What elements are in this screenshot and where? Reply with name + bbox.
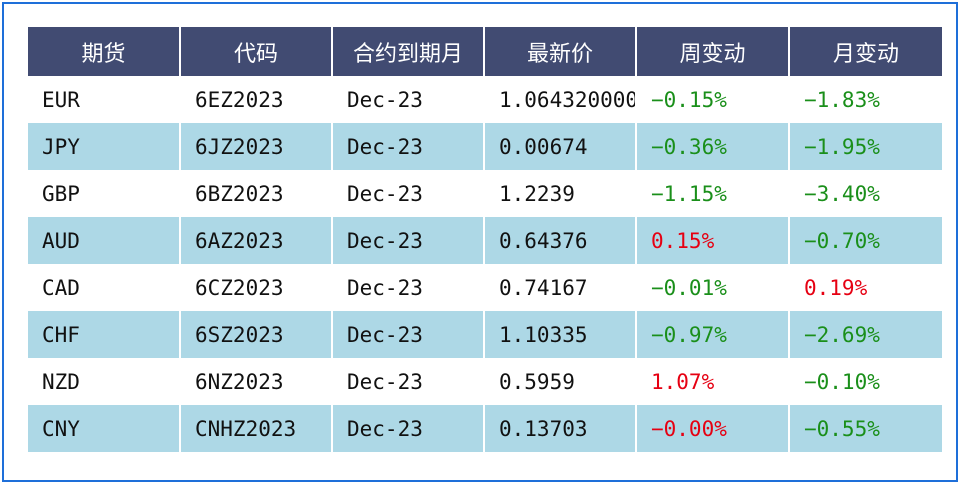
cell-price: 1.2239 [484, 170, 637, 217]
cell-expiry: Dec-23 [332, 405, 485, 452]
cell-week-change: −0.15% [636, 76, 790, 123]
cell-code: 6EZ2023 [180, 76, 333, 123]
header-month-change: 月变动 [789, 27, 942, 76]
header-week-change: 周变动 [636, 27, 790, 76]
cell-code: 6JZ2023 [180, 123, 333, 170]
cell-month-change: −0.10% [789, 358, 942, 405]
cell-week-change: 0.15% [636, 217, 790, 264]
table-row: CAD 6CZ2023 Dec-23 0.74167 −0.01% 0.19% [28, 264, 942, 311]
cell-month-change: 0.19% [789, 264, 942, 311]
table-row: JPY 6JZ2023 Dec-23 0.00674 −0.36% −1.95% [28, 123, 942, 170]
cell-month-change: −0.55% [789, 405, 942, 452]
cell-expiry: Dec-23 [332, 123, 485, 170]
cell-week-change: −0.00% [636, 405, 790, 452]
cell-future: NZD [28, 358, 181, 405]
cell-future: AUD [28, 217, 181, 264]
header-expiry: 合约到期月 [332, 27, 485, 76]
header-future: 期货 [28, 27, 181, 76]
header-code: 代码 [180, 27, 333, 76]
table-row: EUR 6EZ2023 Dec-23 1.064320000 −0.15% −1… [28, 76, 942, 123]
cell-expiry: Dec-23 [332, 76, 485, 123]
cell-future: EUR [28, 76, 181, 123]
cell-week-change: −0.97% [636, 311, 790, 358]
cell-price: 0.5959 [484, 358, 637, 405]
header-row: 期货 代码 合约到期月 最新价 周变动 月变动 [28, 27, 942, 76]
cell-code: 6BZ2023 [180, 170, 333, 217]
cell-price: 0.64376 [484, 217, 637, 264]
cell-expiry: Dec-23 [332, 170, 485, 217]
cell-future: CNY [28, 405, 181, 452]
cell-future: JPY [28, 123, 181, 170]
cell-price: 1.064320000 [484, 76, 637, 123]
cell-month-change: −2.69% [789, 311, 942, 358]
table-row: CHF 6SZ2023 Dec-23 1.10335 −0.97% −2.69% [28, 311, 942, 358]
cell-code: 6SZ2023 [180, 311, 333, 358]
table-row: AUD 6AZ2023 Dec-23 0.64376 0.15% −0.70% [28, 217, 942, 264]
cell-month-change: −3.40% [789, 170, 942, 217]
cell-week-change: 1.07% [636, 358, 790, 405]
cell-price: 0.13703 [484, 405, 637, 452]
cell-code: 6CZ2023 [180, 264, 333, 311]
cell-code: CNHZ2023 [180, 405, 333, 452]
cell-code: 6NZ2023 [180, 358, 333, 405]
cell-expiry: Dec-23 [332, 264, 485, 311]
cell-month-change: −1.95% [789, 123, 942, 170]
futures-table: 期货 代码 合约到期月 最新价 周变动 月变动 EUR 6EZ2023 Dec-… [28, 27, 942, 452]
cell-future: GBP [28, 170, 181, 217]
table-row: CNY CNHZ2023 Dec-23 0.13703 −0.00% −0.55… [28, 405, 942, 452]
header-price: 最新价 [484, 27, 637, 76]
cell-price: 0.00674 [484, 123, 637, 170]
cell-expiry: Dec-23 [332, 311, 485, 358]
cell-price: 0.74167 [484, 264, 637, 311]
cell-code: 6AZ2023 [180, 217, 333, 264]
cell-price: 1.10335 [484, 311, 637, 358]
cell-expiry: Dec-23 [332, 217, 485, 264]
cell-month-change: −1.83% [789, 76, 942, 123]
cell-future: CAD [28, 264, 181, 311]
table-row: NZD 6NZ2023 Dec-23 0.5959 1.07% −0.10% [28, 358, 942, 405]
cell-week-change: −0.36% [636, 123, 790, 170]
cell-month-change: −0.70% [789, 217, 942, 264]
cell-expiry: Dec-23 [332, 358, 485, 405]
cell-future: CHF [28, 311, 181, 358]
cell-week-change: −1.15% [636, 170, 790, 217]
cell-week-change: −0.01% [636, 264, 790, 311]
table-row: GBP 6BZ2023 Dec-23 1.2239 −1.15% −3.40% [28, 170, 942, 217]
